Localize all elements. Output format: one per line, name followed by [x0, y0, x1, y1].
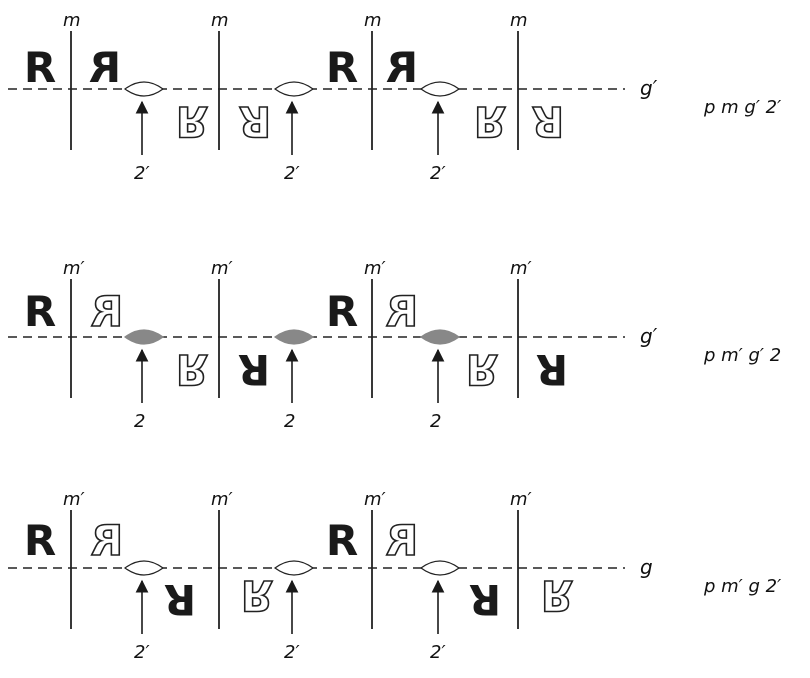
- motif-letter: R: [238, 345, 270, 394]
- pattern-row: m m m m2′ 2′ 2′g′p m g′ 2′R RR RR RR R: [8, 10, 781, 184]
- pattern-row: m′ m′ m′ m′2 2 2g′p m′ g′ 2R RR RR RR R: [8, 258, 781, 432]
- twofold-axis-symbol: [123, 81, 165, 97]
- motif-letter: R: [90, 286, 124, 337]
- motif-letter: R: [326, 516, 358, 565]
- motif-letter: R: [238, 96, 272, 147]
- mirror-label: m′: [63, 258, 85, 279]
- mirror-label: m′: [211, 258, 233, 279]
- motif-letter: R: [465, 344, 499, 395]
- axis-label: 2′: [430, 163, 446, 184]
- motif-glyph: R: [469, 575, 501, 624]
- twofold-axis-symbol: [273, 560, 315, 576]
- motif-glyph: R: [386, 43, 418, 92]
- motif-glyph: R: [541, 571, 573, 620]
- mirror-label: m′: [364, 489, 386, 510]
- motif-letter: R: [326, 287, 358, 336]
- motif-letter: R: [385, 286, 419, 337]
- axis-label: 2: [134, 411, 145, 432]
- motif-letter: R: [24, 516, 56, 565]
- twofold-axis-symbol: [123, 560, 165, 576]
- group-symbol: p m′ g′ 2: [703, 345, 781, 366]
- motif-glyph: R: [24, 287, 56, 336]
- motif-glyph: R: [474, 97, 506, 146]
- group-symbol: p m′ g 2′: [703, 576, 781, 597]
- glide-label: g′: [640, 76, 658, 100]
- mirror-label: m: [364, 10, 382, 31]
- mirror-label: m′: [364, 258, 386, 279]
- twofold-axis-symbol: [273, 329, 315, 345]
- pattern-row: m′ m′ m′ m′2′ 2′ 2′gp m′ g 2′R RR RR RR R: [8, 489, 781, 663]
- motif-glyph: R: [326, 516, 358, 565]
- motif-glyph: R: [532, 97, 564, 146]
- mirror-label: m′: [510, 258, 532, 279]
- motif-glyph: R: [238, 345, 270, 394]
- motif-glyph: R: [536, 345, 568, 394]
- motif-letter: R: [469, 575, 501, 624]
- twofold-axis-symbol: [273, 81, 315, 97]
- axis-label: 2: [284, 411, 295, 432]
- mirror-label: m: [63, 10, 81, 31]
- motif-letter: R: [164, 575, 196, 624]
- mirror-label: m: [211, 10, 229, 31]
- motif-letter: R: [473, 96, 507, 147]
- glide-label: g: [640, 555, 653, 579]
- axis-label: 2′: [284, 642, 300, 663]
- motif-glyph: R: [386, 287, 418, 336]
- motif-glyph: R: [24, 43, 56, 92]
- motif-glyph: R: [239, 97, 271, 146]
- twofold-axis-symbol: [123, 329, 165, 345]
- axis-label: 2: [430, 411, 441, 432]
- axis-label: 2′: [134, 642, 150, 663]
- motif-glyph: R: [326, 287, 358, 336]
- motif-glyph: R: [164, 575, 196, 624]
- glide-label: g′: [640, 324, 658, 348]
- motif-glyph: R: [24, 516, 56, 565]
- twofold-axis-symbol: [419, 329, 461, 345]
- motif-letter: R: [90, 515, 124, 566]
- motif-letter: R: [175, 344, 209, 395]
- group-symbol: p m g′ 2′: [703, 97, 781, 118]
- motif-letter: R: [536, 345, 568, 394]
- motif-letter: R: [385, 515, 419, 566]
- motif-letter: R: [326, 43, 358, 92]
- motif-glyph: R: [466, 345, 498, 394]
- motif-glyph: R: [176, 345, 208, 394]
- motif-letter: R: [24, 43, 56, 92]
- motif-letter: R: [175, 96, 209, 147]
- mirror-label: m: [510, 10, 528, 31]
- mirror-label: m′: [211, 489, 233, 510]
- motif-glyph: R: [89, 43, 121, 92]
- mirror-label: m′: [63, 489, 85, 510]
- twofold-axis-symbol: [419, 81, 461, 97]
- motif-letter: R: [240, 570, 274, 621]
- axis-label: 2′: [284, 163, 300, 184]
- motif-letter: R: [89, 43, 121, 92]
- motif-glyph: R: [326, 43, 358, 92]
- motif-letter: R: [24, 287, 56, 336]
- motif-glyph: R: [91, 516, 123, 565]
- motif-glyph: R: [241, 571, 273, 620]
- motif-glyph: R: [91, 287, 123, 336]
- mirror-label: m′: [510, 489, 532, 510]
- motif-letter: R: [531, 96, 565, 147]
- motif-letter: R: [540, 570, 574, 621]
- motif-glyph: R: [386, 516, 418, 565]
- motif-letter: R: [386, 43, 418, 92]
- twofold-axis-symbol: [419, 560, 461, 576]
- motif-glyph: R: [176, 97, 208, 146]
- axis-label: 2′: [134, 163, 150, 184]
- axis-label: 2′: [430, 642, 446, 663]
